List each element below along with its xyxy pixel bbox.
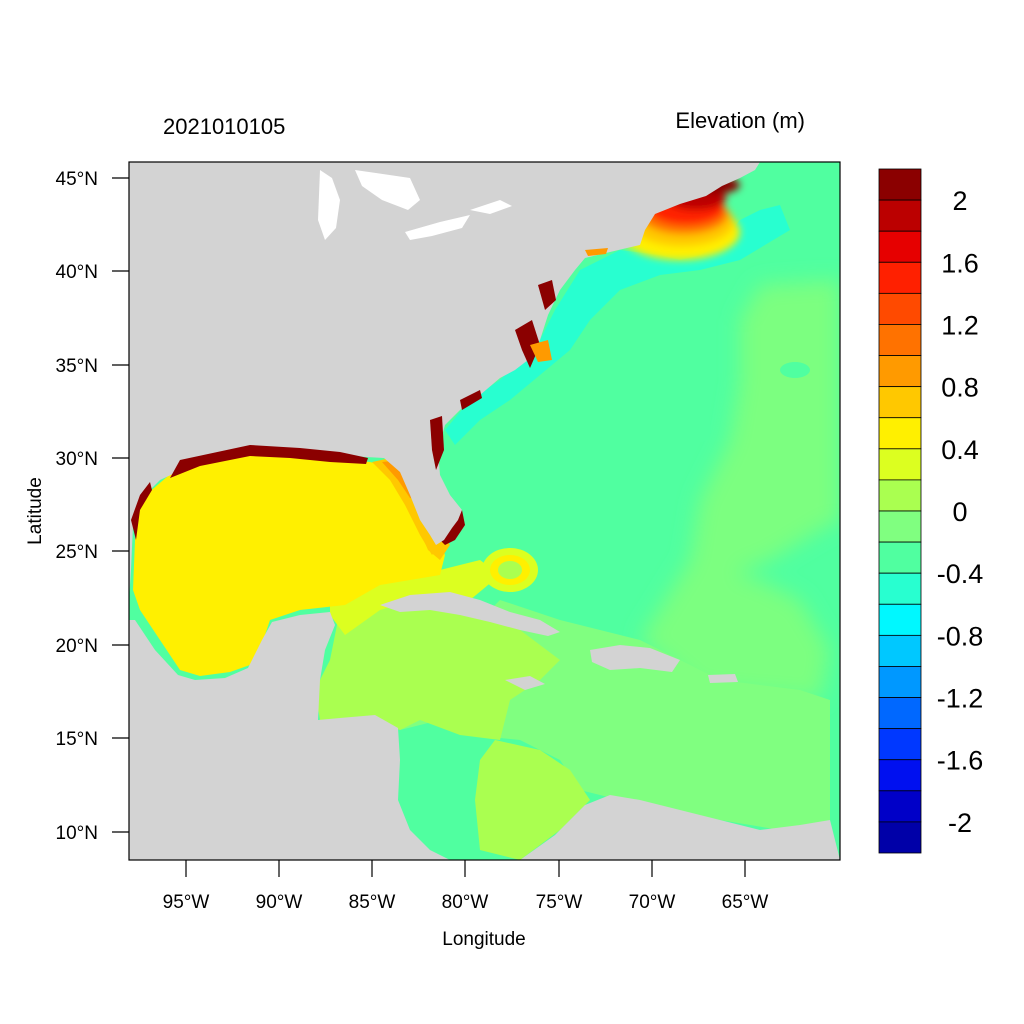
y-tick-label: 25°N <box>56 542 98 563</box>
colorbar-label: 1.2 <box>941 310 979 340</box>
colorbar-swatch <box>878 728 922 761</box>
atlantic-blobs <box>693 362 810 442</box>
colorbar-label: 0.8 <box>941 373 979 403</box>
y-tick-label: 40°N <box>56 262 98 283</box>
x-axis-title: Longitude <box>442 929 525 950</box>
y-axis <box>112 177 129 833</box>
colorbar-swatch <box>878 541 922 574</box>
x-tick-label: 95°W <box>163 892 210 913</box>
timestamp-label: 2021010105 <box>163 114 285 139</box>
colorbar-swatch <box>878 417 922 450</box>
colorbar-swatch <box>878 261 922 294</box>
colorbar-swatch <box>878 230 922 263</box>
colorbar-swatch <box>878 510 922 543</box>
y-tick-label: 35°N <box>56 356 98 377</box>
colorbar-swatch <box>878 603 922 636</box>
y-axis-title: Latitude <box>25 477 46 545</box>
lake-erie-water <box>405 215 470 240</box>
hispaniola-land <box>590 645 680 672</box>
north-america-land <box>129 162 760 600</box>
colorbar-swatch <box>878 168 922 201</box>
florida-shelf-field <box>415 520 450 560</box>
y-tick-label: 30°N <box>56 449 98 470</box>
colorbar-swatch <box>878 479 922 512</box>
colorbar-swatch <box>878 821 922 854</box>
colorbar-label: 0 <box>952 497 967 527</box>
colorbar <box>878 168 922 854</box>
colorbar-labels: 2 1.6 1.2 0.8 0.4 0 -0.4 -0.8 -1.2 -1.6 -2 <box>937 186 984 838</box>
colorbar-swatch <box>878 292 922 325</box>
colorbar-label: 0.4 <box>941 435 979 465</box>
jamaica-land <box>505 676 545 690</box>
colorbar-swatch <box>878 355 922 388</box>
colorbar-swatch <box>878 199 922 232</box>
x-tick-label: 75°W <box>536 892 583 913</box>
lake-huron-water <box>355 170 420 210</box>
plot-frame <box>128 161 841 861</box>
y-tick-label: 20°N <box>56 636 98 657</box>
x-tick-label: 65°W <box>722 892 769 913</box>
puerto-rico-land <box>708 674 738 683</box>
coastal-surge-speckle <box>131 280 556 540</box>
plot-area <box>129 162 840 860</box>
variable-title: Elevation (m) <box>675 108 805 133</box>
colorbar-swatch <box>878 324 922 356</box>
colorbar-swatch <box>878 572 922 605</box>
great-lakes-water <box>318 170 340 240</box>
bahamas-anomaly <box>482 548 538 592</box>
y-tick-labels: 45°N 40°N 35°N 30°N 25°N 20°N 15°N 10°N <box>56 169 98 844</box>
east-coast-cyan-band <box>445 205 790 445</box>
land-masses <box>129 162 840 860</box>
colorbar-label: -1.6 <box>937 746 984 776</box>
colorbar-swatch <box>878 697 922 730</box>
colorbar-swatch <box>878 790 922 823</box>
colorbar-swatch <box>878 448 922 481</box>
mexico-land <box>129 612 450 860</box>
south-america-land <box>520 795 840 860</box>
x-tick-labels: 95°W 90°W 85°W 80°W 75°W 70°W 65°W <box>163 892 769 913</box>
cuba-land <box>380 592 560 636</box>
colorbar-swatch <box>878 759 922 792</box>
x-tick-label: 85°W <box>349 892 396 913</box>
colorbar-label: 1.6 <box>941 248 979 278</box>
colombia-basin-field <box>475 740 590 860</box>
x-tick-label: 90°W <box>256 892 303 913</box>
colorbar-swatch <box>878 634 922 667</box>
western-caribbean-field <box>315 600 560 740</box>
coastal-orange-speckle <box>530 248 608 362</box>
lake-ontario-water <box>470 200 512 214</box>
y-tick-label: 10°N <box>56 823 98 844</box>
colorbar-label: -0.4 <box>937 559 984 589</box>
colorbar-label: 2 <box>952 186 967 216</box>
x-tick-label: 80°W <box>442 892 489 913</box>
colorbar-label: -2 <box>948 808 972 838</box>
colorbar-swatch <box>878 386 922 419</box>
y-tick-label: 15°N <box>56 729 98 750</box>
x-axis <box>185 860 746 877</box>
gulf-of-mexico-field <box>133 455 445 676</box>
colorbar-label: -1.2 <box>937 684 984 714</box>
y-tick-label: 45°N <box>56 169 98 190</box>
colorbar-swatch <box>878 666 922 698</box>
colorbar-label: -0.8 <box>937 621 984 651</box>
x-tick-label: 70°W <box>629 892 676 913</box>
